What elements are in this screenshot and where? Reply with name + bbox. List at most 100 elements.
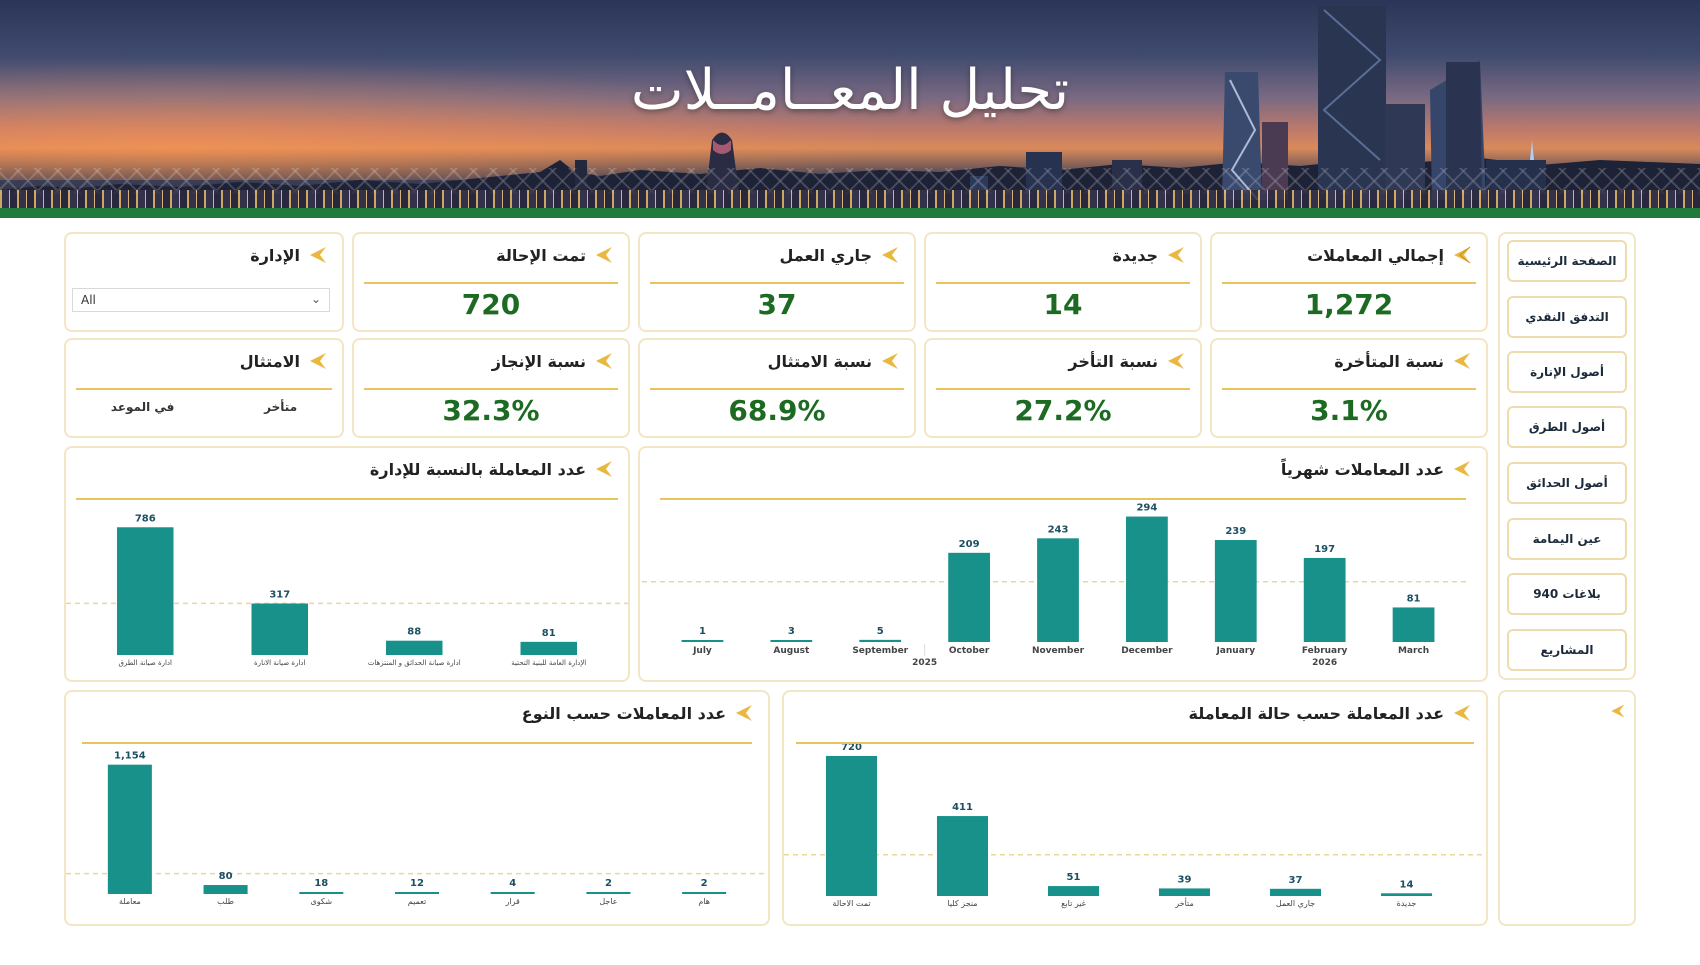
legend-on-time[interactable]: في الموعد: [110, 400, 175, 414]
data-label: 317: [269, 589, 290, 600]
chevron-left-icon: [1454, 705, 1470, 721]
chart-header: عدد المعاملة حسب حالة المعاملة: [1189, 702, 1472, 724]
kpi-title: جاري العمل: [779, 245, 872, 265]
type-bar-chart: 1,154 معاملة 80 طلب 18 شكوى 12 تعميم 4 قرار 2 عاجل 2…: [66, 751, 768, 906]
divider: [936, 388, 1190, 390]
kpi-card-total: إجمالي المعاملات 1,272: [1210, 232, 1488, 332]
chart-bar[interactable]: [770, 640, 813, 642]
kpi-value: 3.1%: [1310, 394, 1388, 427]
monthly-transactions-chart-card: عدد المعاملات شهرياً 1 July 3 August 5 Septem…: [638, 446, 1488, 682]
data-label: 37: [1289, 875, 1303, 886]
data-label: 81: [542, 628, 556, 639]
category-label: ادارة صيانة الطرق: [118, 659, 172, 667]
chevron-left-icon: [1454, 353, 1470, 369]
divider: [936, 282, 1190, 284]
nav-lighting-assets-button[interactable]: أصول الإنارة: [1507, 351, 1627, 393]
chart-bar[interactable]: [1158, 888, 1211, 896]
divider: [660, 498, 1466, 500]
chart-bar[interactable]: [948, 552, 990, 642]
chevron-left-icon: [882, 247, 898, 263]
kpi-card-completion-ratio: نسبة الإنجاز 32.3%: [352, 338, 630, 438]
year-label: 2025: [912, 658, 937, 668]
department-select[interactable]: All ⌄: [72, 288, 330, 312]
filter-card-header: الإدارة: [250, 244, 328, 266]
chart-bar[interactable]: [1269, 888, 1322, 896]
type-transactions-chart-card: عدد المعاملات حسب النوع 1,154 معاملة 80 طلب…: [64, 690, 770, 926]
kpi-value: 68.9%: [728, 394, 826, 427]
nav-road-assets-button[interactable]: أصول الطرق: [1507, 406, 1627, 448]
nav-ain-alyamama-button[interactable]: عين اليمامة: [1507, 518, 1627, 560]
kpi-card-new: جديدة 14: [924, 232, 1202, 332]
category-label: منجز كليا: [947, 899, 977, 908]
chart-bar[interactable]: [520, 641, 577, 655]
chart-bar[interactable]: [1037, 538, 1079, 642]
nav-projects-button[interactable]: المشاريع: [1507, 629, 1627, 671]
chart-bar[interactable]: [682, 892, 727, 894]
category-label: ادارة صيانة الانارة: [254, 659, 306, 667]
category-label: September: [852, 646, 908, 656]
kpi-card-delay-ratio: نسبة التأخر 27.2%: [924, 338, 1202, 438]
decorative-pattern: [0, 168, 1700, 194]
chart-bar[interactable]: [1126, 516, 1168, 642]
kpi-value: 1,272: [1304, 288, 1394, 321]
kpi-card-compliance-ratio: نسبة الامتثال 68.9%: [638, 338, 916, 438]
select-value: All: [81, 293, 96, 307]
data-label: 4: [509, 878, 516, 889]
nav-home-button[interactable]: الصفحة الرئيسية: [1507, 240, 1627, 282]
chart-bar[interactable]: [386, 640, 443, 655]
kpi-card-header: جديدة: [1113, 244, 1186, 266]
divider: [650, 282, 904, 284]
chart-bar[interactable]: [825, 755, 878, 896]
chevron-left-icon: [596, 353, 612, 369]
category-label: قرار: [505, 897, 521, 906]
category-label: February: [1302, 646, 1348, 656]
divider: [76, 388, 332, 390]
header-banner: تحليل المعــامــلات: [0, 0, 1700, 218]
kpi-title: إجمالي المعاملات: [1307, 245, 1444, 265]
category-label: طلب: [217, 897, 234, 906]
data-label: 81: [1407, 593, 1421, 604]
category-label: August: [773, 646, 810, 656]
chart-bar[interactable]: [394, 892, 440, 894]
chart-bar[interactable]: [117, 527, 174, 655]
department-bar-chart: 786 ادارة صيانة الطرق 317 ادارة صيانة الانا…: [66, 513, 628, 667]
chart-bar[interactable]: [1380, 893, 1433, 896]
chevron-left-icon: [1611, 704, 1625, 718]
chart-bar[interactable]: [936, 816, 989, 896]
chevron-left-icon: [1168, 353, 1184, 369]
chart-bar[interactable]: [1047, 886, 1100, 896]
data-label: 5: [877, 626, 884, 637]
data-label: 243: [1048, 524, 1069, 535]
chart-bar[interactable]: [681, 640, 724, 642]
legend-late[interactable]: متأخر: [264, 400, 298, 414]
category-label: تمت الاحالة: [832, 899, 870, 908]
nav-940-reports-button[interactable]: بلاغات 940: [1507, 573, 1627, 615]
city-lights: [0, 190, 1700, 208]
nav-cashflow-button[interactable]: التدفق النقدي: [1507, 296, 1627, 338]
category-label: غير تابع: [1061, 899, 1086, 908]
compliance-card: الامتثال متأخر في الموعد: [64, 338, 344, 438]
chart-bar[interactable]: [586, 892, 631, 894]
navigation-panel: الصفحة الرئيسية التدفق النقدي أصول الإنا…: [1498, 232, 1636, 680]
chart-bar[interactable]: [1214, 540, 1257, 642]
data-label: 786: [135, 513, 156, 524]
nav-garden-assets-button[interactable]: أصول الحدائق: [1507, 462, 1627, 504]
chart-title: عدد المعاملات حسب النوع: [521, 703, 726, 723]
status-transactions-chart-card: عدد المعاملة حسب حالة المعاملة 720 تمت ال…: [782, 690, 1488, 926]
category-label: ادارة صيانة الحدائق و المنتزهات: [368, 659, 461, 667]
chart-bar[interactable]: [1392, 607, 1435, 642]
kpi-card-header: إجمالي المعاملات: [1307, 244, 1472, 266]
chart-header: عدد المعاملات حسب النوع: [522, 702, 754, 724]
compliance-legend: متأخر في الموعد: [66, 400, 342, 414]
chart-bar[interactable]: [107, 764, 152, 894]
chart-bar[interactable]: [299, 891, 344, 894]
chevron-left-icon: [1168, 247, 1184, 263]
page-title: تحليل المعــامــلات: [630, 58, 1070, 123]
chart-bar[interactable]: [203, 885, 248, 894]
chevron-left-icon: [882, 353, 898, 369]
chart-bar[interactable]: [490, 892, 535, 894]
chart-bar[interactable]: [1303, 557, 1346, 642]
chart-bar[interactable]: [859, 639, 902, 642]
chart-bar[interactable]: [251, 603, 308, 655]
